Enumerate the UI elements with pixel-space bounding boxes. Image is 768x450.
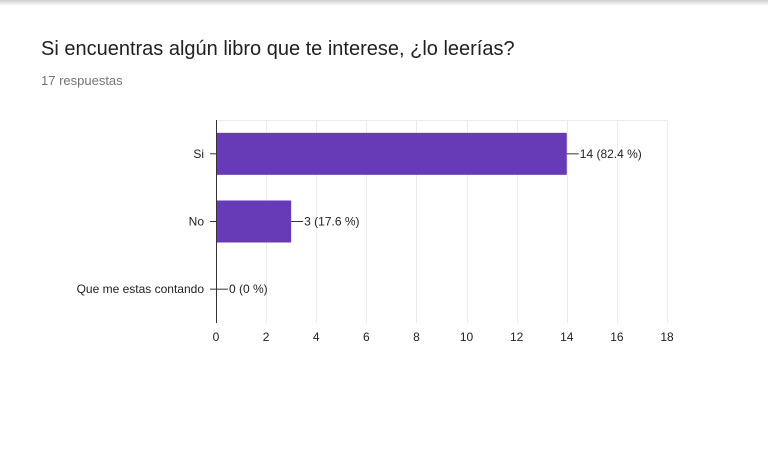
- axes: [210, 120, 579, 323]
- data-label: 0 (0 %): [229, 282, 268, 296]
- data-label: 3 (17.6 %): [304, 215, 359, 229]
- x-tick-label: 2: [263, 330, 270, 344]
- x-tick-label: 6: [363, 330, 370, 344]
- category-label: No: [189, 215, 205, 229]
- category-label: Que me estas contando: [77, 282, 205, 296]
- bar: [216, 132, 567, 175]
- x-tick-label: 18: [660, 330, 674, 344]
- labels: 0 2 4 6 8 10 12 14 16 18 Si 14 (82.4 %) No 3 (17.6 %)…: [77, 147, 674, 344]
- x-tick-label: 0: [213, 330, 220, 344]
- x-tick-label: 4: [313, 330, 320, 344]
- bar: [216, 200, 292, 243]
- x-tick-label: 8: [413, 330, 420, 344]
- x-tick-label: 14: [560, 330, 574, 344]
- top-shadow: [0, 0, 768, 6]
- x-tick-label: 16: [610, 330, 624, 344]
- category-label: Si: [193, 147, 204, 161]
- response-count: 17 respuestas: [41, 73, 123, 88]
- x-tick-label: 12: [510, 330, 524, 344]
- grid-lines: [216, 120, 668, 323]
- data-label: 14 (82.4 %): [580, 147, 642, 161]
- bars: [216, 132, 567, 243]
- x-tick-label: 10: [460, 330, 474, 344]
- question-title: Si encuentras algún libro que te interes…: [41, 38, 515, 60]
